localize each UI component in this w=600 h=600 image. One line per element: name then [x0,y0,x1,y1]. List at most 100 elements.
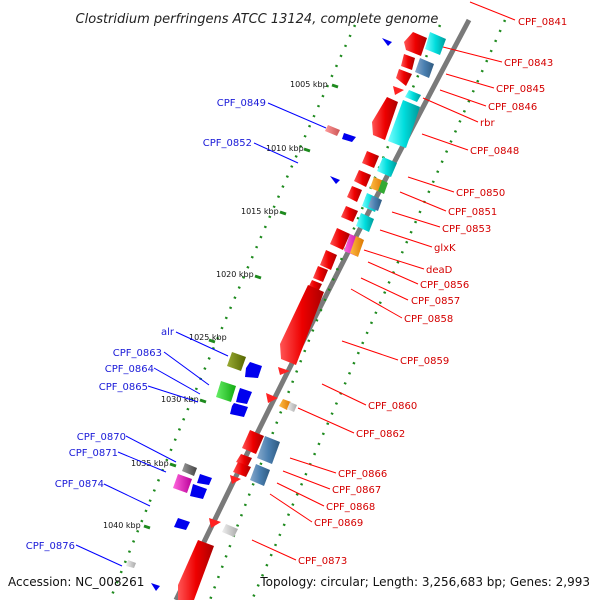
gene-label[interactable]: CPF_0871 [69,448,118,459]
gene-label[interactable]: CPF_0863 [113,348,162,359]
gene-feature[interactable] [236,388,252,404]
gene-label[interactable]: CPF_0874 [55,479,104,490]
gene-label[interactable]: CPF_0853 [442,224,491,235]
gene-feature[interactable] [396,69,412,86]
gene-label[interactable]: CPF_0865 [99,382,148,393]
accession-text: Accession: NC_008261 [8,575,144,589]
gene-label[interactable]: CPF_0860 [368,401,417,412]
genome-title: Clostridium perfringens ATCC 13124, comp… [76,12,439,27]
kbp-label: 1010 kbp [266,144,304,153]
gene-label[interactable]: CPF_0870 [77,432,126,443]
gene-label[interactable]: CPF_0873 [298,556,347,567]
gene-feature[interactable] [266,393,278,403]
gene-feature[interactable] [245,362,262,378]
gene-feature[interactable] [190,484,207,499]
gene-feature[interactable] [320,250,337,270]
right-labels: CPF_0841 CPF_0843 CPF_0845 CPF_0846 rbr … [298,17,567,567]
gene-label[interactable]: CPF_0851 [448,207,497,218]
gene-feature[interactable] [401,54,415,70]
gene-feature[interactable] [197,474,212,485]
forward-genes [178,32,446,600]
gene-label[interactable]: CPF_0850 [456,188,505,199]
gene-feature[interactable] [227,352,246,371]
gene-feature[interactable] [354,170,371,187]
gene-feature[interactable] [368,196,382,211]
gene-feature[interactable] [425,32,446,55]
gene-label[interactable]: CPF_0849 [217,98,266,109]
gene-label[interactable]: glxK [434,243,456,254]
gene-label[interactable]: CPF_0876 [26,541,75,552]
gene-label[interactable]: CPF_0852 [203,138,252,149]
gene-label[interactable]: CPF_0845 [496,84,545,95]
gene-feature[interactable] [230,403,248,417]
gene-feature[interactable] [222,524,238,537]
gene-feature[interactable] [325,125,340,136]
gene-feature[interactable] [382,38,392,46]
gene-feature[interactable] [257,436,280,464]
gene-label[interactable]: CPF_0866 [338,469,387,480]
gene-feature[interactable] [250,464,270,486]
gene-feature[interactable] [393,86,404,95]
gene-feature[interactable] [280,285,324,365]
gene-feature[interactable] [356,213,374,232]
gene-label[interactable]: CPF_0864 [105,364,154,375]
gene-feature[interactable] [216,381,236,402]
gene-feature[interactable] [313,266,328,282]
gene-feature[interactable] [330,228,350,250]
gene-feature[interactable] [209,518,221,528]
gene-feature[interactable] [230,475,241,484]
gene-label[interactable]: CPF_0868 [326,502,375,513]
gene-feature[interactable] [377,157,397,177]
kbp-label: 1005 kbp [290,80,328,89]
gene-feature[interactable] [388,100,420,148]
kbp-label: 1025 kbp [189,333,227,342]
gene-feature[interactable] [404,32,427,56]
topology-text: Topology: circular; Length: 3,256,683 bp… [259,575,590,589]
gene-feature[interactable] [242,430,264,454]
gene-label[interactable]: CPF_0856 [420,280,469,291]
gene-feature[interactable] [362,151,379,168]
gene-label[interactable]: CPF_0843 [504,58,553,69]
gene-feature[interactable] [233,462,251,477]
gene-feature[interactable] [330,176,340,184]
gene-feature[interactable] [126,560,136,568]
gene-feature[interactable] [378,180,388,194]
gene-feature[interactable] [151,583,160,591]
gene-feature[interactable] [350,236,364,257]
gene-label[interactable]: alr [161,327,175,338]
gene-feature[interactable] [287,402,297,412]
gene-label[interactable]: deaD [426,265,453,276]
gene-label[interactable]: CPF_0848 [470,146,519,157]
reverse-genes [126,38,392,591]
gene-feature[interactable] [278,367,290,375]
kbp-label: 1030 kbp [161,395,199,404]
gene-label[interactable]: rbr [480,118,495,129]
gene-feature[interactable] [341,206,358,222]
gene-label[interactable]: CPF_0869 [314,518,363,529]
right-leader-lines [251,1,516,561]
left-leader-lines [75,102,327,567]
gene-feature[interactable] [178,540,214,600]
gene-label[interactable]: CPF_0867 [332,485,381,496]
gene-feature[interactable] [372,97,398,140]
kbp-label: 1035 kbp [131,459,169,468]
kbp-labels: 1005 kbp 1010 kbp 1015 kbp 1020 kbp 1025… [103,80,328,530]
gene-feature[interactable] [342,133,356,142]
gene-label[interactable]: CPF_0862 [356,429,405,440]
gene-label[interactable]: CPF_0858 [404,314,453,325]
kbp-label: 1015 kbp [241,207,279,216]
gene-feature[interactable] [173,474,192,493]
gene-feature[interactable] [174,518,190,530]
gene-label[interactable]: CPF_0859 [400,356,449,367]
gene-feature[interactable] [182,463,197,476]
gene-feature[interactable] [405,90,421,102]
gene-label[interactable]: CPF_0857 [411,296,460,307]
gene-label[interactable]: CPF_0841 [518,17,567,28]
gene-label[interactable]: CPF_0846 [488,102,537,113]
gene-feature[interactable] [415,58,434,78]
kbp-label: 1020 kbp [216,270,254,279]
left-labels: CPF_0849 CPF_0852 alr CPF_0863 CPF_0864 … [26,98,266,552]
kbp-label: 1040 kbp [103,521,141,530]
gene-feature[interactable] [347,186,362,202]
